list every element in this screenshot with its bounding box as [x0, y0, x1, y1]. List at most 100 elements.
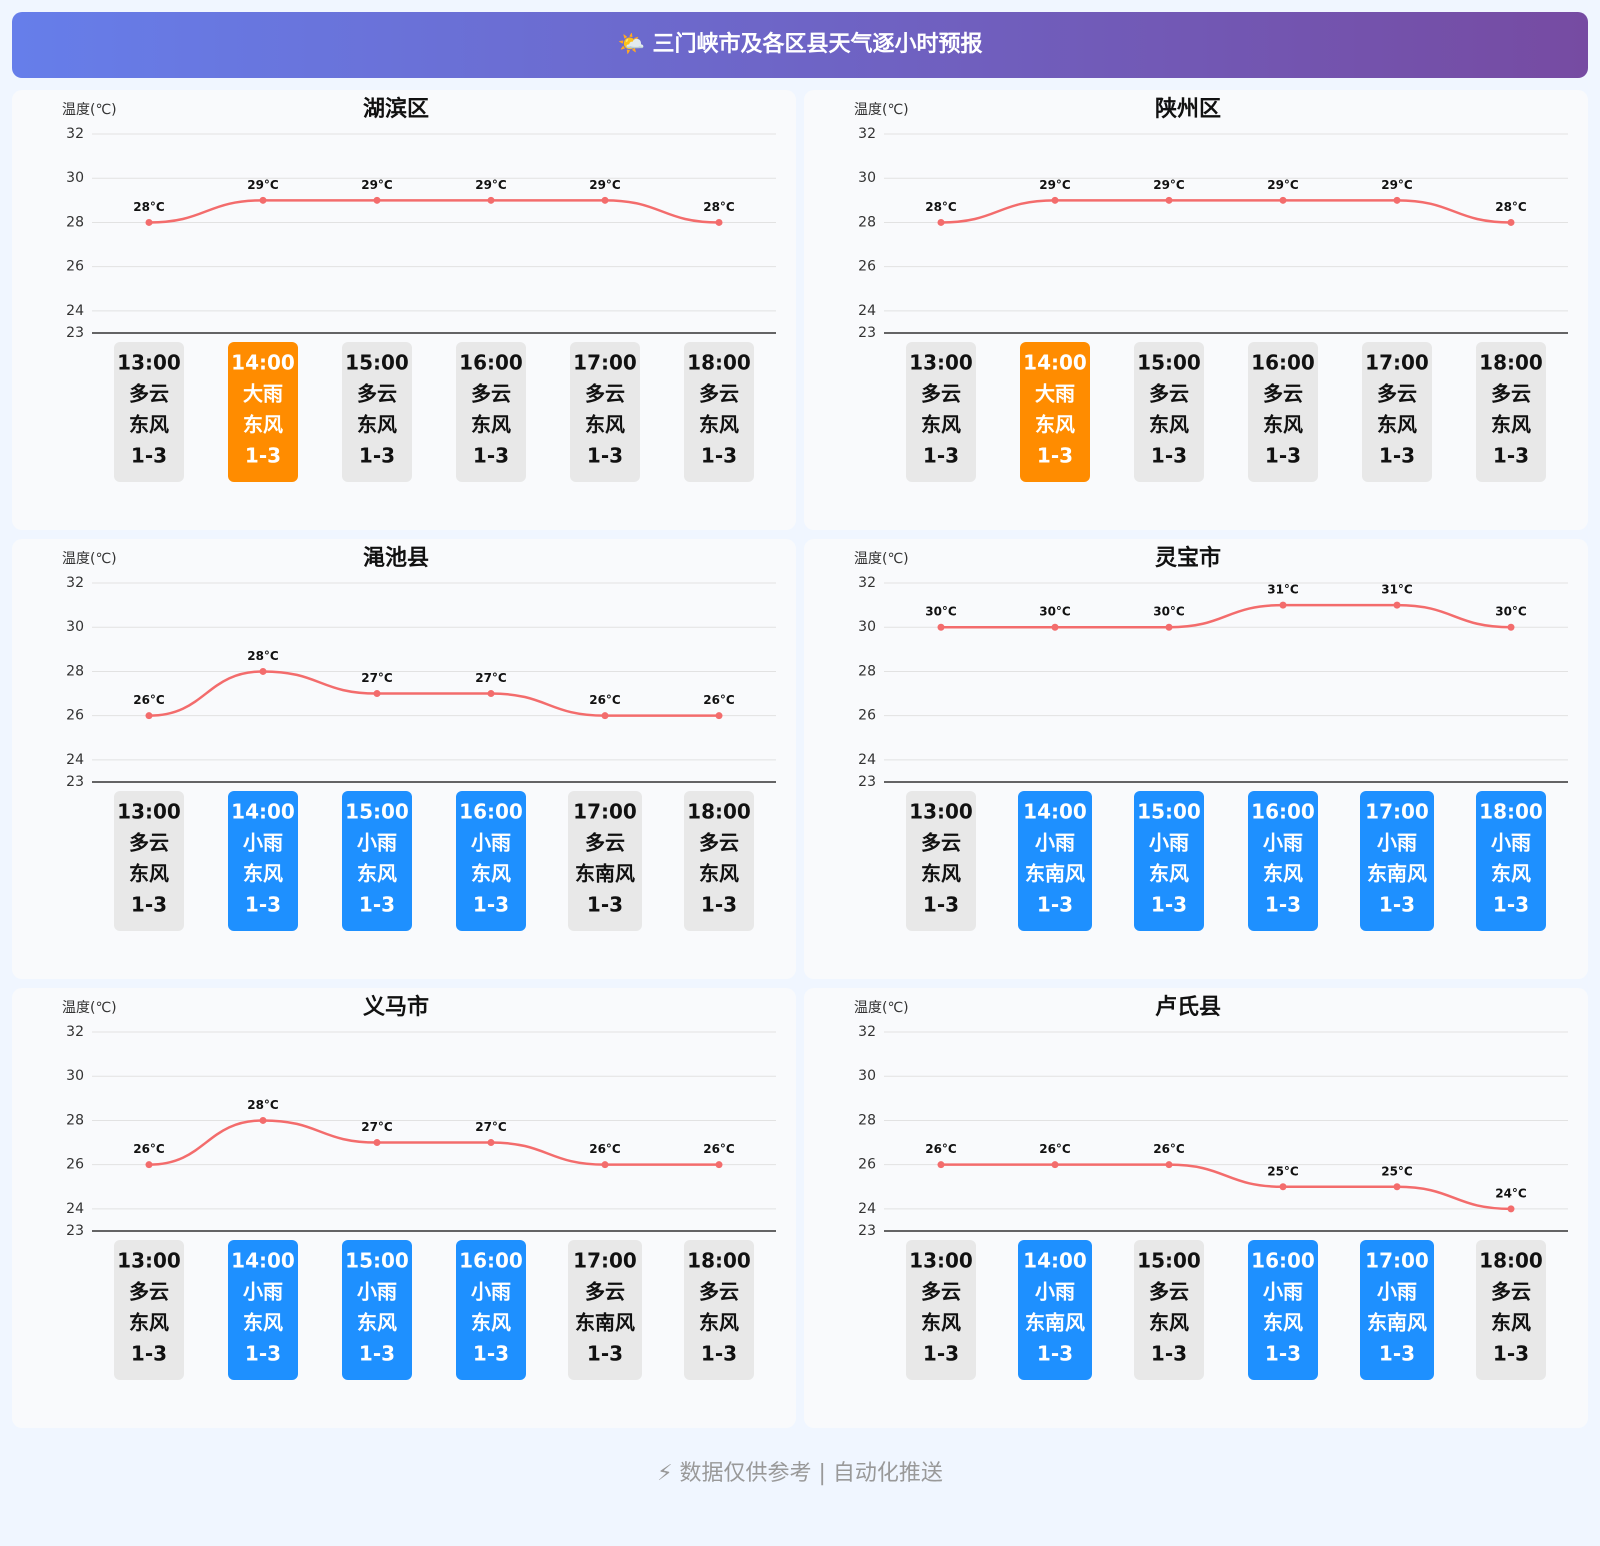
card-weather: 多云	[585, 831, 625, 855]
temperature-label: 26°C	[1039, 1142, 1071, 1156]
card-weather: 大雨	[1035, 382, 1075, 406]
card-weather: 多云	[699, 1280, 739, 1304]
card-wind-level: 1-3	[131, 1342, 167, 1366]
card-wind-level: 1-3	[131, 893, 167, 917]
temperature-label: 26°C	[133, 693, 165, 707]
card-wind: 东南风	[1367, 1311, 1427, 1335]
card-weather: 多云	[357, 382, 397, 406]
temperature-label: 28°C	[925, 200, 957, 214]
card-wind-level: 1-3	[359, 444, 395, 468]
y-tick-label: 28	[66, 1112, 84, 1128]
card-wind: 东风	[699, 862, 739, 886]
card-weather: 小雨	[357, 831, 397, 855]
card-wind: 东风	[921, 862, 961, 886]
temperature-label: 26°C	[703, 693, 735, 707]
temperature-label: 25°C	[1381, 1164, 1413, 1178]
weather-card	[906, 791, 976, 931]
card-weather: 多云	[699, 831, 739, 855]
card-wind-level: 1-3	[1037, 893, 1073, 917]
card-wind-level: 1-3	[359, 893, 395, 917]
temperature-point	[937, 218, 945, 226]
card-wind-level: 1-3	[1265, 893, 1301, 917]
footer: ⚡ 数据仅供参考 | 自动化推送	[657, 1461, 943, 1486]
temperature-point	[715, 218, 723, 226]
temperature-label: 27°C	[475, 671, 507, 685]
card-time: 17:00	[1365, 1249, 1429, 1273]
y-tick-label: 24	[858, 1201, 876, 1217]
y-axis-label: 温度(℃)	[62, 551, 117, 567]
card-wind-level: 1-3	[701, 893, 737, 917]
card-wind: 东风	[1149, 413, 1189, 437]
card-wind-level: 1-3	[245, 444, 281, 468]
card-time: 15:00	[1137, 351, 1201, 375]
y-tick-label: 23	[66, 1223, 84, 1239]
temperature-line	[940, 199, 1512, 224]
card-wind-level: 1-3	[1379, 1342, 1415, 1366]
y-tick-label: 26	[858, 1157, 876, 1173]
card-time: 14:00	[1023, 1249, 1087, 1273]
card-time: 18:00	[1479, 800, 1543, 824]
card-wind: 东风	[129, 862, 169, 886]
card-wind: 东风	[1035, 413, 1075, 437]
card-time: 17:00	[573, 1249, 637, 1273]
temperature-point	[145, 218, 153, 226]
card-wind-level: 1-3	[473, 1342, 509, 1366]
card-time: 15:00	[345, 351, 409, 375]
card-time: 18:00	[1479, 351, 1543, 375]
card-weather: 多云	[1377, 382, 1417, 406]
panel-title: 湖滨区	[363, 96, 429, 122]
card-wind: 东风	[243, 413, 283, 437]
card-wind-level: 1-3	[1151, 893, 1187, 917]
temperature-label: 26°C	[589, 693, 621, 707]
weather-card	[570, 342, 640, 482]
temperature-label: 30°C	[925, 605, 957, 619]
weather-card	[114, 1240, 184, 1380]
weather-card	[1362, 342, 1432, 482]
temperature-label: 29°C	[475, 178, 507, 192]
card-wind-level: 1-3	[1037, 1342, 1073, 1366]
y-axis-label: 温度(℃)	[854, 1000, 909, 1016]
y-axis-label: 温度(℃)	[62, 102, 117, 118]
temperature-point	[373, 690, 381, 698]
temperature-point	[1165, 1161, 1173, 1169]
card-wind-level: 1-3	[1493, 444, 1529, 468]
y-tick-label: 30	[858, 170, 876, 186]
card-wind-level: 1-3	[1265, 444, 1301, 468]
temperature-label: 29°C	[1039, 178, 1071, 192]
y-tick-label: 23	[858, 774, 876, 790]
temperature-label: 27°C	[475, 1120, 507, 1134]
card-wind: 东南风	[1025, 1311, 1085, 1335]
weather-card	[228, 342, 298, 482]
card-wind: 东风	[243, 1311, 283, 1335]
card-weather: 多云	[1149, 1280, 1189, 1304]
weather-card	[1020, 342, 1090, 482]
weather-card	[568, 791, 642, 931]
card-wind: 东风	[471, 1311, 511, 1335]
weather-card	[1134, 791, 1204, 931]
temperature-point	[1051, 623, 1059, 631]
card-time: 17:00	[1365, 800, 1429, 824]
card-wind-level: 1-3	[1151, 444, 1187, 468]
temperature-point	[259, 1116, 267, 1124]
card-wind: 东南风	[575, 1311, 635, 1335]
card-weather: 多云	[585, 382, 625, 406]
header	[12, 12, 1588, 78]
temperature-label: 31°C	[1267, 583, 1299, 597]
temperature-point	[601, 1161, 609, 1169]
temperature-point	[373, 196, 381, 204]
y-axis-label: 温度(℃)	[854, 551, 909, 567]
temperature-point	[1051, 1161, 1059, 1169]
card-wind-level: 1-3	[1379, 444, 1415, 468]
card-wind-level: 1-3	[473, 444, 509, 468]
card-time: 16:00	[1251, 351, 1315, 375]
card-weather: 大雨	[243, 382, 283, 406]
weather-card	[1018, 1240, 1092, 1380]
y-tick-label: 26	[66, 708, 84, 724]
card-time: 13:00	[909, 1249, 973, 1273]
panel-title: 灵宝市	[1155, 545, 1221, 571]
temperature-point	[1279, 196, 1287, 204]
card-weather: 小雨	[243, 1280, 283, 1304]
temperature-point	[1507, 218, 1515, 226]
card-time: 13:00	[117, 1249, 181, 1273]
temperature-label: 29°C	[1267, 178, 1299, 192]
